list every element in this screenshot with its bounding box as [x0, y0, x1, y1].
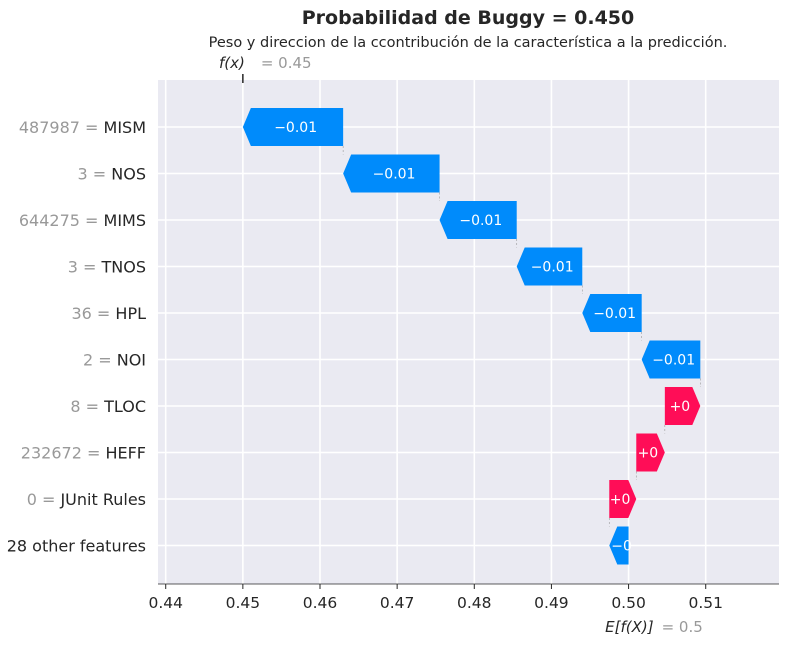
x-tick-label: 0.51	[688, 594, 723, 612]
chart-title: Probabilidad de Buggy = 0.450	[302, 7, 635, 29]
feature-name: HEFF	[105, 444, 146, 463]
bar-value-label: +0	[638, 446, 659, 462]
x-tick-label: 0.45	[226, 594, 261, 612]
bar-value-label: −0.01	[459, 213, 502, 229]
feature-value: 8 =	[70, 397, 104, 416]
bars: −0.01 −0.01 −0.01 −0.01 −0.01 −0.01 +0 +0 +0 −0	[242, 108, 701, 565]
bar-mism	[242, 108, 344, 146]
bar-hpl	[582, 294, 642, 332]
feature-label: 487987 = MISM	[19, 118, 146, 137]
feature-name: TLOC	[103, 397, 146, 416]
feature-label: 0 = JUnit Rules	[27, 490, 146, 509]
x-tick-label: 0.49	[534, 594, 569, 612]
base-annotation: E[f(X)] = 0.5	[605, 618, 703, 636]
plot-background	[158, 80, 779, 584]
bar-tnos	[516, 247, 583, 286]
feature-label: 3 = NOS	[78, 165, 146, 184]
bar-value-label: −0.01	[531, 260, 574, 276]
feature-name: TNOS	[101, 258, 147, 277]
x-tick-label: 0.48	[457, 594, 492, 612]
feature-label: 36 = HPL	[71, 304, 146, 323]
feature-value: 0 =	[27, 490, 61, 509]
x-tick-label: 0.44	[148, 594, 183, 612]
feature-value: 487987 =	[19, 118, 104, 137]
feature-value: 3 =	[78, 165, 112, 184]
feature-value: 36 =	[71, 304, 115, 323]
feature-value: 3 =	[68, 258, 102, 277]
feature-label: 644275 = MIMS	[19, 211, 146, 230]
x-tick-label: 0.46	[303, 594, 338, 612]
bar-value-label: +0	[670, 399, 691, 415]
bar-value-label: −0.01	[593, 306, 636, 322]
feature-name: MISM	[104, 118, 146, 137]
fx-value: = 0.45	[261, 54, 312, 72]
base-value: = 0.5	[662, 618, 703, 636]
bar-value-label: −0.01	[373, 167, 416, 183]
feature-name: 28 other features	[7, 537, 146, 556]
bar-value-label: −0.01	[274, 120, 317, 136]
bar-value-label: +0	[610, 492, 631, 508]
bar-noi	[641, 340, 701, 379]
fx-annotation: f(x) = 0.45	[219, 54, 312, 83]
bar-tloc	[664, 387, 701, 425]
bar-28-other-features	[609, 526, 629, 565]
bar-junit-rules	[609, 480, 637, 518]
x-tick-label: 0.50	[611, 594, 646, 612]
feature-value: 232672 =	[21, 444, 106, 463]
feature-name: NOS	[111, 165, 146, 184]
feature-name: MIMS	[104, 211, 146, 230]
feature-label: 2 = NOI	[83, 351, 146, 370]
feature-name: JUnit Rules	[59, 490, 146, 509]
feature-value: 644275 =	[19, 211, 104, 230]
feature-value: 2 =	[83, 351, 117, 370]
bar-mims	[439, 201, 517, 239]
connector-lines	[342, 146, 701, 527]
feature-name: HPL	[115, 304, 146, 323]
x-tick-label: 0.47	[380, 594, 415, 612]
bar-heff	[636, 433, 665, 472]
feature-label: 8 = TLOC	[70, 397, 146, 416]
bar-value-label: −0	[611, 539, 632, 555]
bar-value-label: −0.01	[652, 353, 695, 369]
feature-label: 3 = TNOS	[68, 258, 146, 277]
feature-label: 232672 = HEFF	[21, 444, 146, 463]
feature-labels: 487987 = MISM 3 = NOS 644275 = MIMS 3 = TNO…	[7, 118, 146, 556]
base-value-symbol: E[f(X)]	[605, 618, 654, 636]
fx-symbol: f(x)	[219, 54, 245, 72]
feature-name: NOI	[117, 351, 146, 370]
feature-label: 28 other features	[7, 537, 146, 556]
x-axis-ticks: 0.44 0.45 0.46 0.47 0.48 0.49 0.50 0.51	[148, 583, 779, 612]
bar-nos	[343, 154, 440, 193]
chart-subtitle: Peso y direccion de la ccontribución de …	[209, 35, 728, 51]
